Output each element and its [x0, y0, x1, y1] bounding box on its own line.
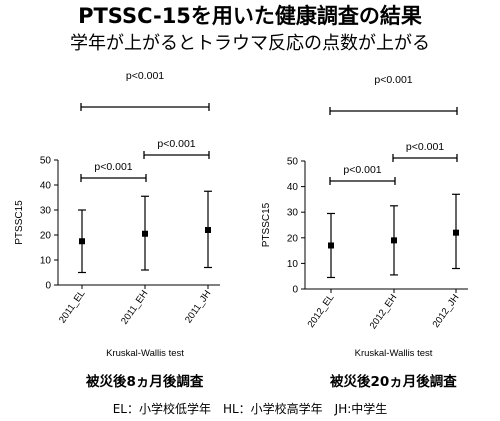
y-tick-label-1-4: 40 — [287, 182, 299, 193]
data-point-0-0 — [79, 238, 85, 245]
y-tick-label-0-3: 30 — [40, 206, 52, 217]
sig-label-1-0: p<0.001 — [343, 164, 381, 176]
y-axis-title-1: PTSSC15 — [261, 202, 272, 247]
sig-label-1-2: p<0.001 — [374, 74, 412, 86]
data-point-0-2 — [205, 227, 211, 233]
y-tick-label-1-1: 10 — [287, 259, 299, 270]
x-tick-label-1-2: 2012_JH — [431, 292, 462, 330]
y-tick-label-0-0: 0 — [45, 281, 51, 292]
y-tick-label-0-1: 10 — [40, 256, 52, 267]
sig-label-0-1: p<0.001 — [157, 138, 195, 150]
y-tick-label-0-2: 20 — [40, 231, 52, 242]
x-tick-label-1-1: 2012_EH — [368, 292, 400, 331]
y-tick-label-1-2: 20 — [287, 233, 299, 244]
sig-label-1-1: p<0.001 — [406, 141, 444, 153]
y-axis-title-0: PTSSC15 — [14, 200, 25, 245]
y-tick-label-1-0: 0 — [292, 285, 298, 296]
y-tick-label-0-5: 50 — [40, 156, 52, 167]
y-tick-label-1-5: 50 — [287, 157, 299, 168]
x-tick-label-1-0: 2012_EL — [306, 292, 337, 329]
page-title: PTSSC-15を用いた健康調査の結果 — [78, 4, 422, 28]
right-panel-caption: 被災後20ヵ月後調査 — [330, 374, 457, 390]
y-tick-label-0-4: 40 — [40, 181, 52, 192]
sig-label-0-2: p<0.001 — [126, 70, 164, 82]
sig-label-0-0: p<0.001 — [94, 161, 132, 173]
data-point-1-0 — [328, 242, 334, 249]
x-tick-label-0-0: 2011_EL — [57, 288, 87, 325]
x-axis-title-0: Kruskal-Wallis test — [106, 348, 184, 359]
x-tick-label-0-1: 2011_EH — [119, 288, 150, 326]
x-axis-title-1: Kruskal-Wallis test — [355, 348, 433, 359]
y-tick-label-1-3: 30 — [287, 208, 299, 219]
data-point-0-1 — [142, 230, 148, 237]
group-legend-note: EL：小学校低学年 HL：小学校高学年 JH:中学生 — [112, 402, 388, 416]
data-point-1-2 — [453, 229, 459, 236]
x-tick-label-0-2: 2011_JH — [183, 288, 213, 325]
data-point-1-1 — [391, 237, 397, 244]
page-subtitle: 学年が上がるとトラウマ反応の点数が上がる — [70, 33, 430, 54]
left-panel-caption: 被災後8ヵ月後調査 — [86, 374, 204, 390]
